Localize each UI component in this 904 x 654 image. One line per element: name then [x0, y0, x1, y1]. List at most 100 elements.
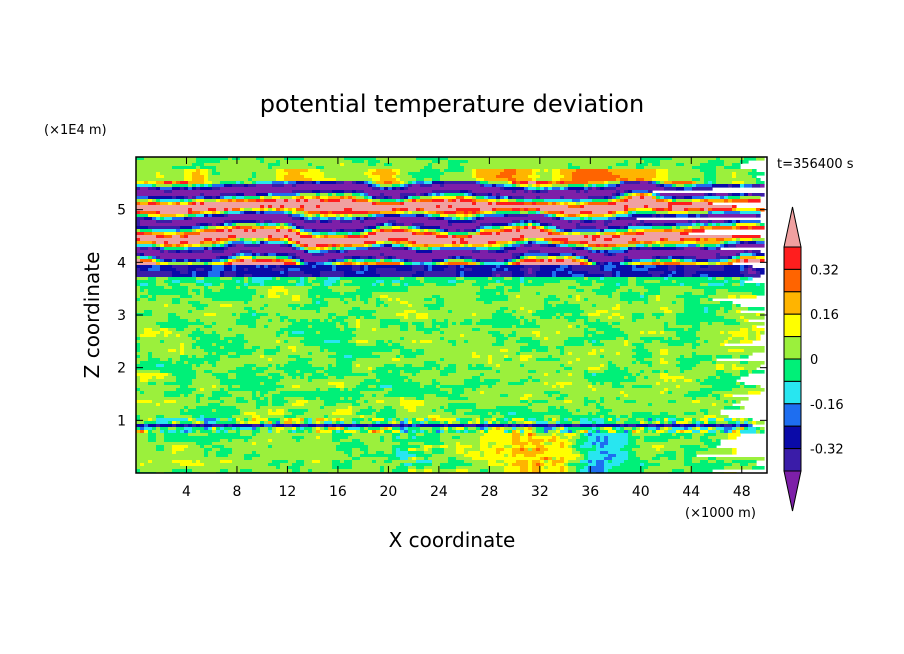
heatmap-cell: [504, 226, 513, 230]
heatmap-cell: [576, 298, 581, 302]
heatmap-cell: [568, 241, 581, 245]
heatmap-cell: [336, 244, 341, 248]
heatmap-cell: [268, 409, 273, 413]
heatmap-cell: [508, 355, 521, 359]
heatmap-cell: [608, 295, 613, 299]
heatmap-cell: [364, 226, 369, 230]
heatmap-cell: [480, 226, 485, 230]
heatmap-cell: [368, 418, 373, 422]
heatmap-cell: [700, 244, 705, 248]
heatmap-cell: [492, 334, 505, 338]
heatmap-cell: [400, 187, 405, 191]
heatmap-cell: [468, 235, 473, 239]
heatmap-cell: [336, 268, 353, 272]
heatmap-cell: [292, 463, 305, 467]
heatmap-cell: [664, 181, 673, 185]
heatmap-cell: [748, 259, 761, 263]
heatmap-cell: [424, 208, 457, 212]
heatmap-cell: [512, 286, 521, 290]
heatmap-cell: [232, 223, 237, 227]
heatmap-cell: [684, 430, 693, 434]
heatmap-cell: [456, 217, 461, 221]
heatmap-cell: [496, 208, 513, 212]
heatmap-cell: [344, 193, 353, 197]
heatmap-cell: [728, 256, 733, 260]
heatmap-cell: [644, 160, 661, 164]
heatmap-cell: [168, 250, 177, 254]
heatmap-cell: [440, 160, 449, 164]
heatmap-cell: [384, 253, 513, 257]
heatmap-cell: [596, 319, 601, 323]
heatmap-cell: [160, 427, 169, 431]
heatmap-cell: [708, 436, 729, 440]
heatmap-cell: [440, 328, 473, 332]
heatmap-cell: [432, 340, 449, 344]
heatmap-cell: [708, 214, 757, 218]
heatmap-cell: [256, 322, 293, 326]
heatmap-cell: [656, 241, 661, 245]
heatmap-cell: [496, 412, 501, 416]
heatmap-cell: [244, 211, 257, 215]
heatmap-cell: [540, 340, 565, 344]
heatmap-cell: [416, 397, 425, 401]
heatmap-cell: [328, 388, 341, 392]
heatmap-cell: [400, 373, 413, 377]
heatmap-cell: [592, 382, 597, 386]
heatmap-cell: [632, 355, 653, 359]
heatmap-cell: [508, 295, 517, 299]
heatmap-cell: [268, 223, 277, 227]
heatmap-cell: [348, 235, 361, 239]
heatmap-cell: [296, 358, 313, 362]
heatmap-cell: [724, 280, 729, 284]
heatmap-cell: [628, 370, 641, 374]
heatmap-cell: [504, 169, 517, 173]
heatmap-cell: [668, 373, 717, 377]
heatmap-cell: [552, 238, 569, 242]
heatmap-cell: [392, 445, 421, 449]
heatmap-cell: [624, 259, 633, 263]
heatmap-cell: [228, 340, 233, 344]
heatmap-cell: [308, 418, 313, 422]
heatmap-cell: [200, 445, 205, 449]
heatmap-cell: [252, 277, 273, 281]
heatmap-cell: [692, 178, 701, 182]
heatmap-cell: [192, 226, 201, 230]
heatmap-cell: [364, 268, 369, 272]
heatmap-cell: [136, 160, 197, 164]
heatmap-cell: [652, 247, 677, 251]
heatmap-cell: [712, 211, 725, 215]
heatmap-cell: [600, 268, 605, 272]
heatmap-cell: [320, 274, 345, 278]
heatmap-cell: [260, 196, 265, 200]
heatmap-cell: [568, 256, 573, 260]
heatmap-cell: [592, 220, 597, 224]
heatmap-cell: [732, 277, 741, 281]
heatmap-cell: [660, 295, 677, 299]
heatmap-cell: [172, 424, 177, 428]
heatmap-cell: [652, 178, 669, 182]
heatmap-cell: [584, 262, 589, 266]
heatmap-cell: [560, 391, 621, 395]
heatmap-cell: [504, 250, 509, 254]
heatmap-cell: [728, 310, 737, 314]
heatmap-cell: [404, 421, 409, 425]
heatmap-cell: [332, 211, 369, 215]
heatmap-cell: [300, 241, 365, 245]
heatmap-cell: [368, 184, 373, 188]
heatmap-cell: [176, 349, 181, 353]
heatmap-cell: [616, 217, 621, 221]
heatmap-cell: [336, 448, 353, 452]
heatmap-cell: [240, 427, 253, 431]
heatmap-cell: [576, 259, 581, 263]
heatmap-cell: [376, 415, 397, 419]
heatmap-cell: [232, 157, 241, 161]
heatmap-cell: [496, 370, 501, 374]
heatmap-cell: [752, 328, 765, 332]
heatmap-cell: [136, 175, 157, 179]
heatmap-cell: [728, 400, 733, 404]
heatmap-cell: [512, 433, 521, 437]
heatmap-cell: [692, 433, 705, 437]
heatmap-cell: [488, 412, 493, 416]
heatmap-cell: [712, 394, 721, 398]
heatmap-cell: [376, 226, 381, 230]
